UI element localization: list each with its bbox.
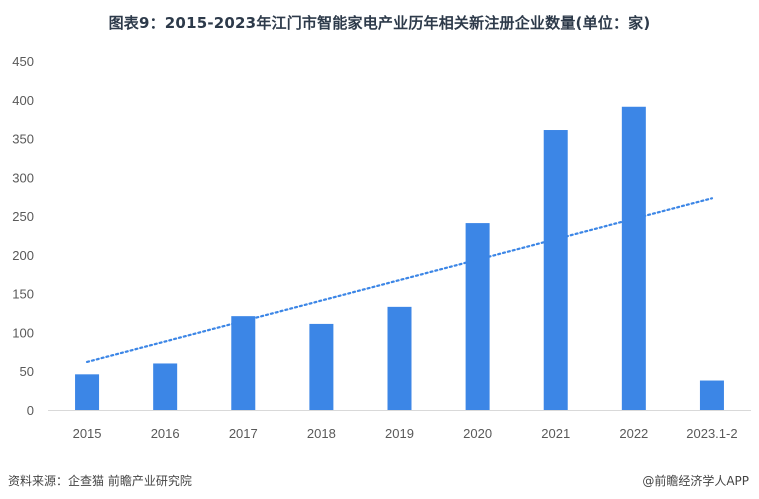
source-note: 资料来源：企查猫 前瞻产业研究院: [8, 474, 192, 488]
bar: [231, 316, 256, 410]
y-tick-label: 0: [27, 403, 34, 418]
y-tick-label: 100: [12, 325, 34, 340]
x-tick-label: 2018: [307, 426, 336, 441]
trendline: [85, 197, 714, 364]
bar: [75, 374, 100, 410]
y-tick-label: 150: [12, 287, 34, 302]
chart-title: 图表9：2015-2023年江门市智能家电产业历年相关新注册企业数量(单位：家): [108, 14, 651, 32]
x-tick-label: 2016: [151, 426, 180, 441]
x-tick-label: 2015: [73, 426, 102, 441]
bar: [621, 106, 646, 410]
x-tick-label: 2017: [229, 426, 258, 441]
bar: [309, 323, 334, 410]
y-tick-label: 400: [12, 93, 34, 108]
x-tick-label: 2023.1-2: [686, 426, 737, 441]
y-tick-label: 350: [12, 132, 34, 147]
y-tick-label: 300: [12, 170, 34, 185]
bar: [153, 363, 178, 410]
x-tick-label: 2022: [619, 426, 648, 441]
bar: [543, 130, 568, 410]
x-tick-label: 2019: [385, 426, 414, 441]
credit-note: @前瞻经济学人APP: [642, 474, 749, 488]
x-tick-label: 2021: [541, 426, 570, 441]
x-tick-label: 2020: [463, 426, 492, 441]
bar: [465, 223, 490, 410]
y-tick-label: 200: [12, 248, 34, 263]
y-tick-label: 450: [12, 54, 34, 69]
y-tick-label: 50: [20, 364, 34, 379]
bar: [387, 306, 412, 410]
y-tick-label: 250: [12, 209, 34, 224]
bar: [699, 380, 724, 410]
